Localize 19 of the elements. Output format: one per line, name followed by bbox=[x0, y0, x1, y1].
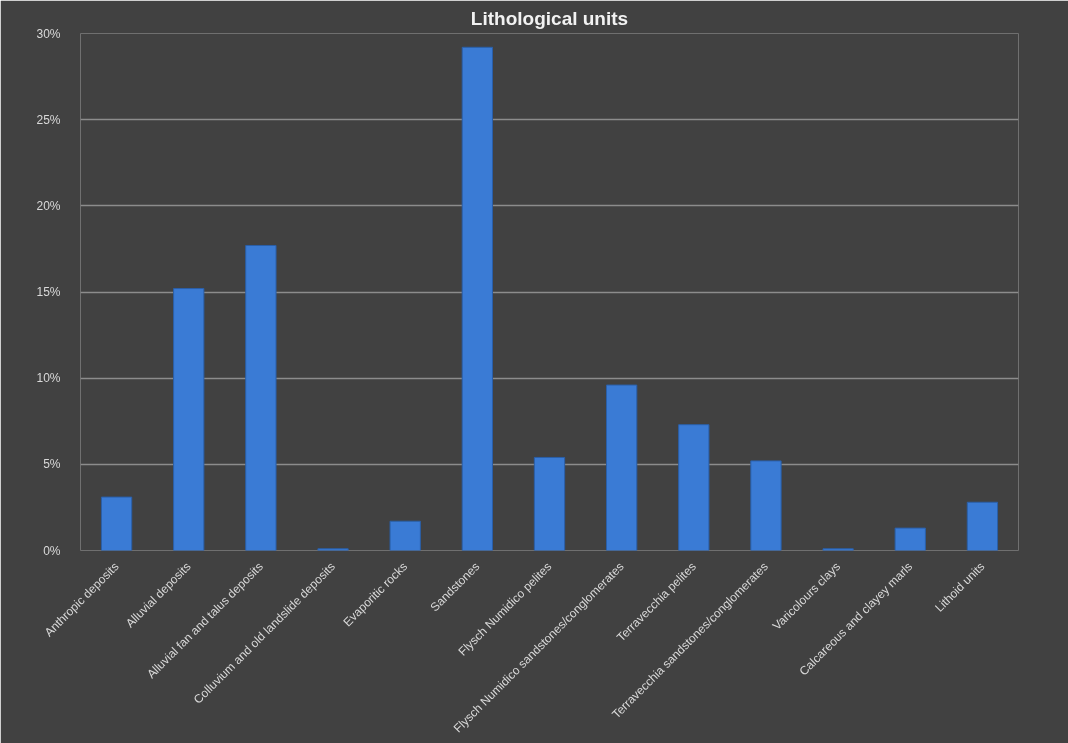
bar bbox=[100, 496, 133, 551]
y-tick-label: 5% bbox=[43, 457, 61, 472]
bar bbox=[389, 520, 421, 551]
bar bbox=[173, 288, 205, 551]
y-tick-label: 20% bbox=[36, 198, 61, 213]
chart-title: Lithological units bbox=[470, 7, 629, 29]
bar bbox=[678, 424, 710, 551]
bar bbox=[245, 244, 277, 551]
bar bbox=[750, 460, 782, 551]
y-tick-label: 30% bbox=[36, 26, 61, 41]
bar bbox=[894, 527, 926, 551]
y-tick-label: 15% bbox=[36, 285, 61, 299]
y-tick-label: 0% bbox=[43, 543, 61, 558]
bar bbox=[461, 46, 493, 551]
y-tick-label: 10% bbox=[36, 371, 61, 386]
bar bbox=[966, 501, 999, 551]
y-tick-label: 25% bbox=[36, 112, 61, 127]
bar bbox=[533, 456, 566, 551]
bar bbox=[606, 384, 638, 551]
